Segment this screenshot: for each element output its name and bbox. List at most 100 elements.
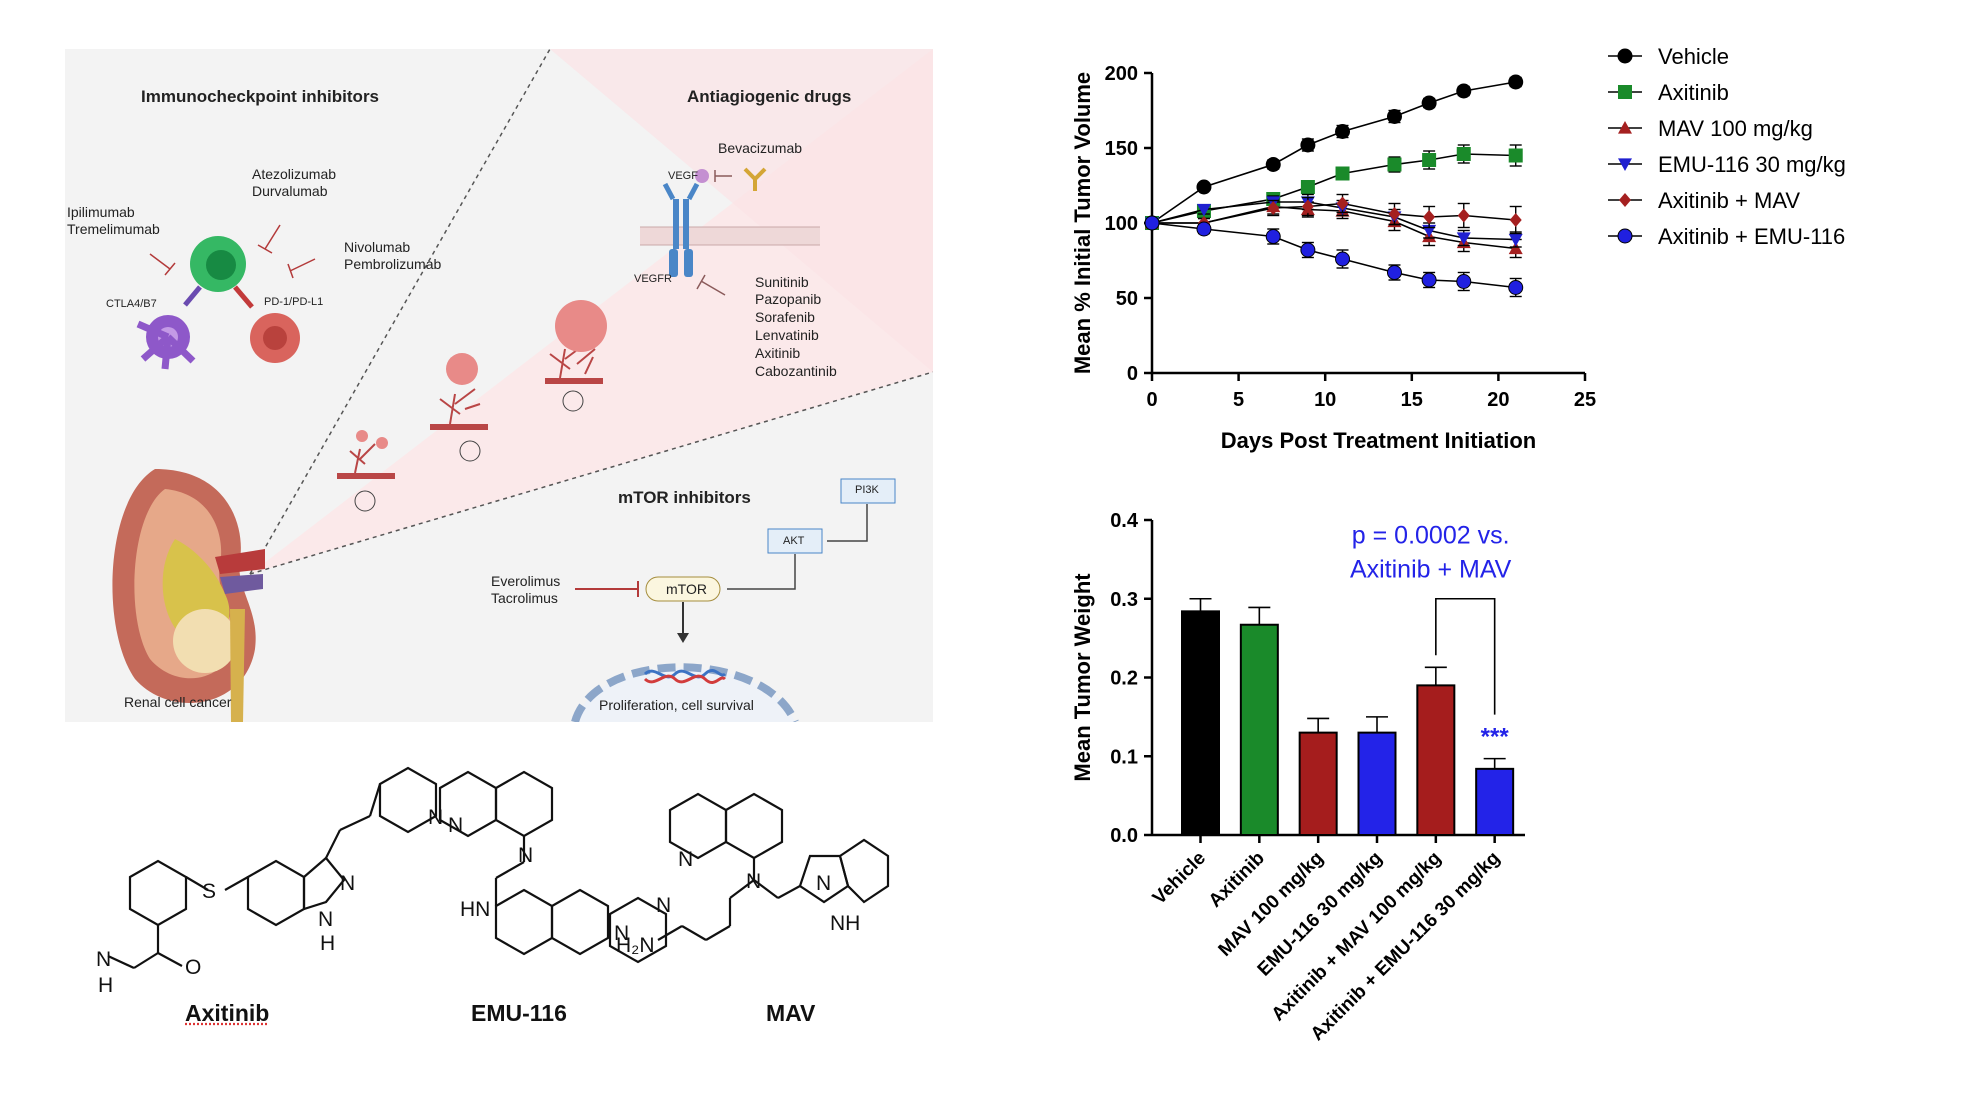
data-point xyxy=(1457,208,1470,223)
bar xyxy=(1239,623,1279,836)
data-point xyxy=(1423,210,1436,224)
dendritic-cell-icon xyxy=(136,315,196,370)
legend-label: Axitinib xyxy=(1658,80,1729,105)
y-tick-label: 0.2 xyxy=(1110,668,1138,690)
data-point xyxy=(1265,157,1281,172)
x-tick-label: 5 xyxy=(1233,389,1244,411)
sorafenib-label: Sorafenib xyxy=(755,309,815,325)
x-tick-label: 15 xyxy=(1401,389,1423,411)
data-point xyxy=(1144,215,1160,231)
y-tick-label: 0.0 xyxy=(1110,825,1138,847)
atom-s: S xyxy=(202,880,216,903)
tacrolimus-label: Tacrolimus xyxy=(491,590,558,606)
series-5 xyxy=(1144,215,1524,298)
emu116-label: EMU-116 xyxy=(471,1000,567,1026)
atom-n-emu-pip2: N xyxy=(656,894,671,917)
tremelimumab-label: Tremelimumab xyxy=(67,221,160,237)
chemical-structures: S O N H N N H N N N HN N N N N N NH H₂N xyxy=(96,766,890,997)
data-point xyxy=(1267,201,1280,215)
atom-n-emu-amine: N xyxy=(518,844,533,867)
y-tick-label: 0.3 xyxy=(1110,589,1138,611)
everolimus-label: Everolimus xyxy=(491,573,561,589)
data-point xyxy=(1508,148,1523,163)
pathway-figure: Immunocheckpoint inhibitors Ipilimumab T… xyxy=(65,49,933,722)
data-point xyxy=(1301,199,1314,214)
y-tick-label: 150 xyxy=(1105,138,1138,160)
axitinib-label: Axitinib xyxy=(185,1000,270,1026)
vegfr-label: VEGFR xyxy=(634,273,672,285)
lenvatinib-label: Lenvatinib xyxy=(755,327,819,343)
pd1-label: PD-1/PD-L1 xyxy=(264,296,324,308)
atom-n-emu-pip1: N xyxy=(614,922,629,945)
legend-marker xyxy=(1618,158,1632,171)
legend-label: EMU-116 30 mg/kg xyxy=(1658,152,1846,177)
tumor-volume-plot: 0 50 100 150 200 0 5 10 15 20 25 Days Post Treatmen… xyxy=(1070,44,1846,453)
pathway-artwork xyxy=(112,49,933,722)
data-point xyxy=(1456,232,1471,245)
legend-label: Axitinib + MAV xyxy=(1658,188,1800,213)
data-point xyxy=(1386,109,1402,124)
akt-box xyxy=(767,528,823,554)
data-point xyxy=(1300,242,1316,258)
data-point xyxy=(1335,251,1351,267)
atom-nh-indazole: N xyxy=(318,908,333,931)
x-tick-label: 0 xyxy=(1146,389,1157,411)
mtor-label: mTOR xyxy=(666,581,707,597)
legend-marker xyxy=(1619,193,1631,207)
bevacizumab-label: Bevacizumab xyxy=(718,140,803,156)
mav-label: MAV xyxy=(766,1000,816,1026)
axitinib-structure xyxy=(107,766,438,969)
bar xyxy=(1181,610,1220,836)
cell-membrane xyxy=(640,227,820,245)
atom-n-amide: N xyxy=(96,948,111,971)
atom-h-amide: H xyxy=(98,974,113,997)
data-point xyxy=(1421,272,1437,288)
atom-h2n-mav: H₂N xyxy=(616,934,654,957)
atom-o: O xyxy=(185,956,201,979)
vegf-icon xyxy=(695,169,709,183)
data-point xyxy=(1508,241,1523,255)
data-point xyxy=(1509,213,1522,227)
tumor-cell-icon xyxy=(250,313,300,363)
x-tick-label: 10 xyxy=(1314,389,1336,411)
atezolizumab-label: Atezolizumab xyxy=(252,166,337,182)
legend-marker xyxy=(1617,48,1633,64)
bevacizumab-antibody-icon xyxy=(743,167,767,191)
data-point xyxy=(1300,180,1315,194)
p-value-line-1: p = 0.0002 vs. xyxy=(1352,522,1510,550)
y-tick-label: 0.4 xyxy=(1110,510,1139,532)
data-point xyxy=(1456,274,1472,289)
y-tick-label: 0.1 xyxy=(1110,746,1138,768)
legend-marker xyxy=(1618,121,1632,134)
atom-n-mav-imidazole: N xyxy=(816,872,831,895)
y-tick-label: 50 xyxy=(1116,288,1138,310)
data-point xyxy=(1456,83,1472,99)
pi3k-box xyxy=(840,478,896,504)
legend-label: Vehicle xyxy=(1658,44,1729,69)
mtor-title: mTOR inhibitors xyxy=(618,488,751,507)
zoom-line-bottom xyxy=(249,371,933,575)
ctla4-label: CTLA4/B7 xyxy=(106,298,157,310)
data-point xyxy=(1300,137,1316,153)
pembrolizumab-label: Pembrolizumab xyxy=(344,256,442,272)
angiogenesis-stage-1 xyxy=(337,430,395,479)
data-point xyxy=(1422,153,1437,167)
x-tick-label: MAV 100 mg/kg xyxy=(1215,848,1328,961)
legend-label: Axitinib + EMU-116 xyxy=(1658,224,1845,249)
legend-label: MAV 100 mg/kg xyxy=(1658,116,1813,141)
atom-h-indazole: H xyxy=(320,932,335,955)
data-point xyxy=(1196,203,1211,217)
atom-n-emu-quinoline: N xyxy=(448,814,463,837)
x-tick-label: 20 xyxy=(1487,389,1509,411)
nucleus-icon xyxy=(571,663,799,722)
bar xyxy=(1357,731,1397,836)
data-point xyxy=(1265,229,1281,244)
bar xyxy=(1475,767,1515,837)
y-axis-title: Mean % Initial Tumor Volume xyxy=(1070,72,1095,374)
data-point xyxy=(1421,95,1437,111)
mtor-box xyxy=(645,576,721,602)
data-point xyxy=(1508,280,1524,295)
data-point xyxy=(1336,196,1349,211)
atom-n-mav-quinoline: N xyxy=(678,848,693,871)
proliferation-label: Proliferation, cell survival xyxy=(599,697,754,713)
